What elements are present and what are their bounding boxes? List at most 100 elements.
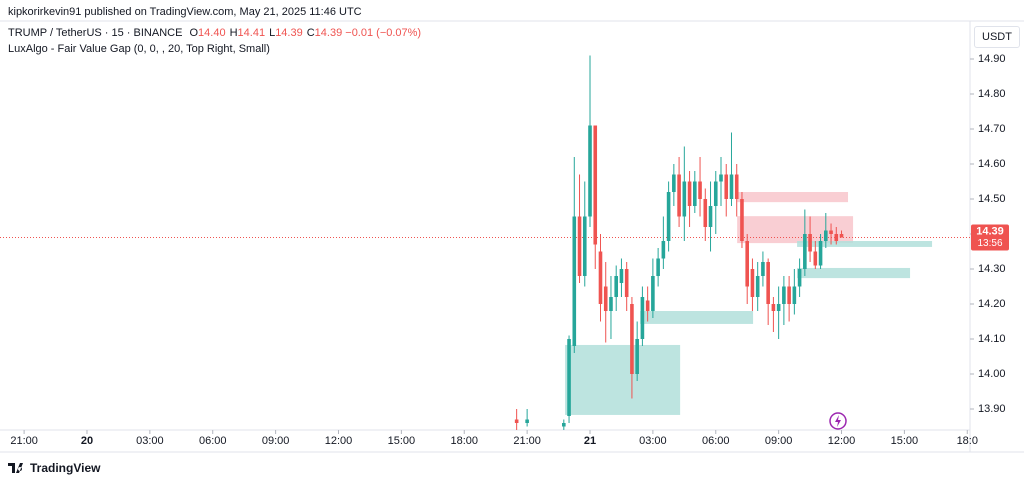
ohlc-values: O14.40 H14.41 L14.39 C14.39 <box>185 27 342 39</box>
brand-logo <box>8 463 23 473</box>
candle-body <box>745 241 750 287</box>
y-tick-label: 14.00 <box>978 368 1006 380</box>
ohlc-key: L <box>269 27 276 39</box>
x-tick-label: 03:00 <box>136 435 164 447</box>
candle-body <box>776 304 781 311</box>
candle-body <box>792 286 797 304</box>
candle-body <box>682 181 687 217</box>
ohlc-key: O <box>189 27 199 39</box>
candle-body <box>766 262 770 304</box>
fair-value-gap <box>640 311 754 324</box>
y-tick-label: 14.70 <box>978 123 1006 135</box>
candle-body <box>624 269 629 297</box>
y-tick-label: 13.90 <box>978 403 1006 415</box>
candle-body <box>818 241 823 266</box>
symbol-legend: TRUMP / TetherUS · 15 · BINANCE O14.40 H1… <box>8 27 421 39</box>
candle-body <box>687 181 692 206</box>
fair-value-gap <box>737 216 854 244</box>
candle-body <box>562 423 566 427</box>
currency-button[interactable]: USDT <box>974 26 1020 48</box>
y-tick-label: 14.30 <box>978 263 1006 275</box>
candle-body <box>782 286 786 304</box>
candle-body <box>693 181 697 206</box>
candle-body <box>577 216 582 276</box>
candle-body <box>839 234 844 238</box>
candle-body <box>703 199 708 227</box>
candle-body <box>672 174 676 192</box>
x-tick-label: 21 <box>584 435 596 447</box>
y-tick-label: 14.80 <box>978 88 1006 100</box>
candle-body <box>803 234 807 269</box>
candle-body <box>582 216 587 276</box>
ohlc-value: 14.41 <box>237 27 266 39</box>
ohlc-key: C <box>306 27 315 39</box>
x-tick-label: 15:00 <box>388 435 416 447</box>
last-price-tag <box>971 224 1009 251</box>
alert-icon[interactable] <box>829 412 847 430</box>
ohlc-value: 14.39 <box>314 27 343 39</box>
candle-body <box>761 262 765 276</box>
candle-body <box>656 258 660 276</box>
candle-body <box>755 276 760 297</box>
countdown: 13:56 <box>977 238 1002 249</box>
y-tick-label: 14.90 <box>978 53 1006 65</box>
candle-body <box>572 216 577 346</box>
x-tick-label: 09:00 <box>262 435 290 447</box>
candle-body <box>713 181 718 206</box>
fair-value-gap <box>797 241 933 247</box>
ohlc-value: 14.39 <box>275 27 303 39</box>
candle-body <box>635 339 639 374</box>
ohlc-key: H <box>229 27 238 39</box>
fair-value-gap <box>737 192 849 203</box>
candle-body <box>750 269 755 297</box>
candle-body <box>708 206 713 227</box>
x-tick-label: 12:00 <box>828 435 856 447</box>
candle-body <box>609 297 613 311</box>
candle-body <box>813 251 818 266</box>
candle-body <box>661 241 666 259</box>
candle-body <box>514 419 519 423</box>
symbol: TRUMP / TetherUS · 15 · BINANCE <box>8 27 183 39</box>
brand[interactable]: TradingView <box>8 461 100 475</box>
candle-body <box>698 181 702 199</box>
x-tick-label: 21:00 <box>513 435 541 447</box>
x-tick-label: 03:00 <box>639 435 667 447</box>
candle-body <box>771 304 776 311</box>
candle-body <box>651 276 655 311</box>
candle-body <box>630 304 634 374</box>
last-price-label: 14.39 <box>976 225 1004 237</box>
candle-body <box>829 230 833 234</box>
plot-area <box>0 55 970 430</box>
candle-body <box>740 199 744 241</box>
change: −0.01 (−0.07%) <box>345 27 422 39</box>
candle-body <box>598 251 603 304</box>
candle-body <box>614 276 619 297</box>
candle-body <box>666 192 671 241</box>
y-tick-label: 14.10 <box>978 333 1006 345</box>
y-tick-label: 14.60 <box>978 158 1006 170</box>
attribution: kipkorirkevin91 published on TradingView… <box>8 6 362 18</box>
x-tick-label: 12:00 <box>325 435 353 447</box>
candle-body <box>588 125 592 217</box>
x-tick-label: 21:00 <box>10 435 38 447</box>
candle-body <box>729 174 734 199</box>
candle-body <box>719 174 723 182</box>
candle-body <box>724 174 729 199</box>
ohlc-value: 14.40 <box>198 27 226 39</box>
candle-body <box>619 269 624 283</box>
x-tick-label: 15:00 <box>891 435 919 447</box>
indicator-legend: LuxAlgo - Fair Value Gap (0, 0, , 20, To… <box>8 43 270 55</box>
x-tick-label: 09:00 <box>765 435 793 447</box>
candle-body <box>603 286 608 311</box>
candle-body <box>834 234 839 241</box>
brand-name: TradingView <box>30 461 101 475</box>
candle-body <box>787 286 791 304</box>
candle-body <box>808 234 812 252</box>
y-tick-label: 14.50 <box>978 193 1006 205</box>
candle-body <box>677 174 681 217</box>
candle-body <box>525 419 529 423</box>
fair-value-gap <box>797 267 911 279</box>
x-tick-label: 18:00 <box>450 435 478 447</box>
